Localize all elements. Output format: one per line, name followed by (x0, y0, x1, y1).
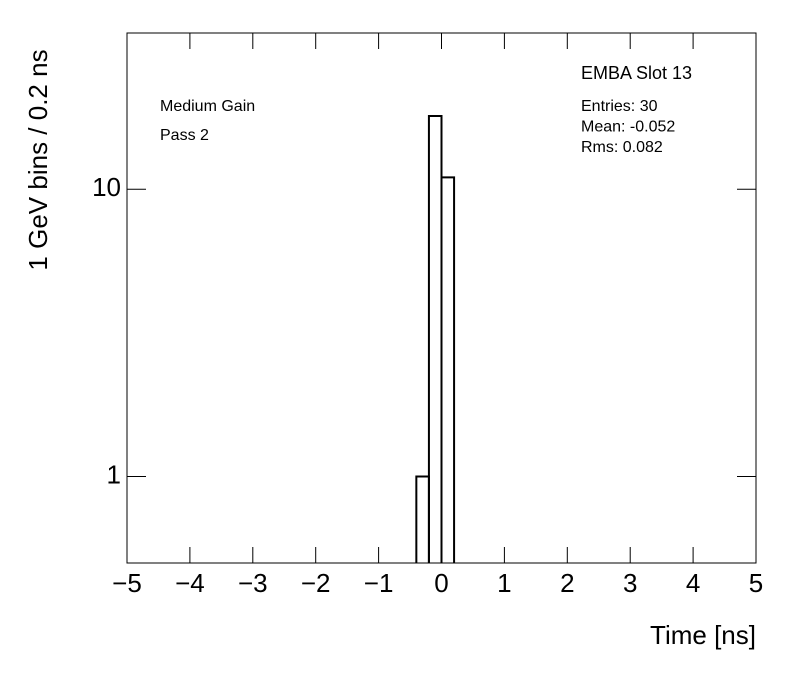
x-tick-label: −3 (238, 568, 268, 598)
annotation: Medium Gain (160, 98, 255, 115)
annotation: Pass 2 (160, 127, 209, 144)
y-axis-title: 1 GeV bins / 0.2 ns (23, 49, 53, 270)
x-tick-label: 2 (560, 568, 574, 598)
x-tick-label: 5 (749, 568, 763, 598)
y-tick-label: 1 (107, 459, 121, 489)
stats-line: Entries: 30 (581, 98, 658, 115)
x-tick-label: −1 (364, 568, 394, 598)
x-tick-label: −2 (301, 568, 331, 598)
stats-line: Mean: -0.052 (581, 119, 675, 136)
y-tick-label: 10 (92, 172, 121, 202)
x-tick-label: −5 (112, 568, 142, 598)
stats-line: Rms: 0.082 (581, 139, 663, 156)
x-tick-label: −4 (175, 568, 205, 598)
x-tick-label: 4 (686, 568, 700, 598)
bar (440, 176, 456, 563)
x-tick-label: 3 (623, 568, 637, 598)
x-tick-label: 1 (497, 568, 511, 598)
x-axis-title: Time [ns] (650, 620, 756, 650)
stats-title: EMBA Slot 13 (581, 63, 692, 83)
x-tick-label: 0 (434, 568, 448, 598)
